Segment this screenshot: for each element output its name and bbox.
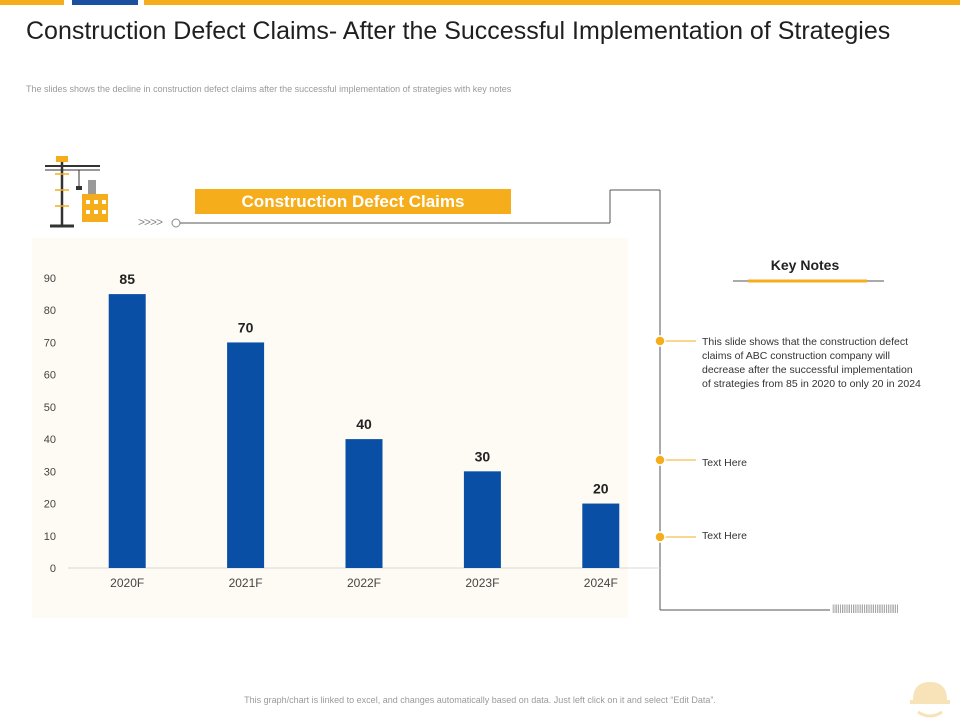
key-note-2: Text Here (702, 457, 747, 469)
tick-strip: |||||||||||||||||||||||||||||||||||| (832, 603, 899, 613)
x-tick-label: 2024F (584, 576, 618, 590)
footer-note: This graph/chart is linked to excel, and… (244, 695, 716, 705)
y-tick-label: 90 (44, 273, 56, 285)
top-bar-segment-3 (144, 0, 960, 5)
y-tick-label: 80 (44, 305, 56, 317)
page-subtitle: The slides shows the decline in construc… (26, 84, 512, 94)
chart-title: Construction Defect Claims (195, 189, 511, 214)
y-tick-label: 70 (44, 337, 56, 349)
bar-2022F (345, 439, 383, 568)
key-note-1: This slide shows that the construction d… (702, 336, 921, 390)
y-tick-label: 0 (50, 563, 56, 575)
y-tick-label: 60 (44, 370, 56, 382)
bar-2021F (227, 342, 265, 568)
data-label: 70 (238, 319, 254, 335)
y-tick-label: 40 (44, 434, 56, 446)
x-tick-label: 2020F (110, 576, 144, 590)
x-tick-label: 2021F (229, 576, 263, 590)
bar-2024F (582, 503, 620, 568)
data-label: 40 (356, 416, 372, 432)
data-label: 30 (475, 448, 491, 464)
data-label: 20 (593, 481, 609, 497)
top-bar-segment-1 (0, 0, 64, 5)
top-accent-bar (0, 0, 960, 5)
y-tick-label: 20 (44, 499, 56, 511)
note-markers (654, 335, 696, 543)
y-tick-label: 30 (44, 466, 56, 478)
building-icon (82, 180, 108, 222)
key-note-3: Text Here (702, 530, 747, 542)
x-tick-label: 2022F (347, 576, 381, 590)
hardhat-icon (910, 682, 950, 718)
y-tick-label: 10 (44, 531, 56, 543)
top-bar-segment-2 (72, 0, 138, 5)
crane-icon (45, 156, 100, 228)
bar-2020F (108, 294, 146, 568)
data-label: 85 (119, 271, 135, 287)
arrows-icon: >>>> (138, 215, 163, 229)
page-title: Construction Defect Claims- After the Su… (26, 17, 891, 45)
x-tick-label: 2023F (465, 576, 499, 590)
y-tick-label: 50 (44, 402, 56, 414)
bar-2023F (463, 471, 501, 568)
key-notes-title: Key Notes (770, 257, 840, 273)
